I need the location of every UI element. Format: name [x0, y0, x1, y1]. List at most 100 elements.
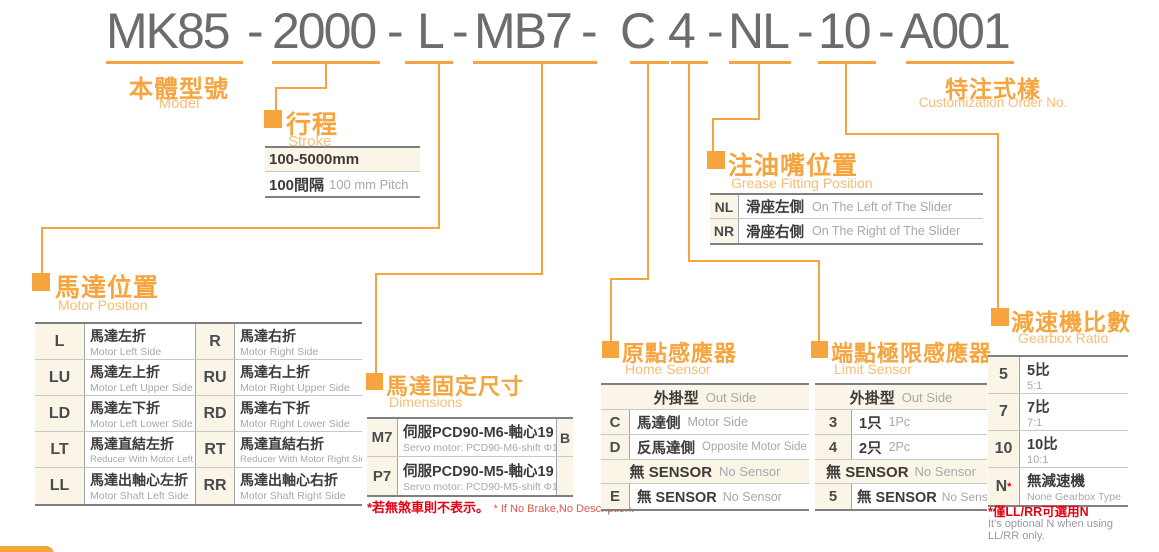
option-label-en: On The Left of The Slider	[812, 199, 952, 214]
option-label-zh: 2只	[859, 440, 882, 457]
section-bullet-icon	[707, 151, 725, 169]
table-row: 5 5比 5:1	[988, 357, 1128, 394]
connector-line	[275, 87, 277, 113]
model-code-segment: A001	[900, 3, 1011, 59]
stroke-range: 100-5000mm	[269, 151, 360, 168]
option-code: 7	[988, 394, 1020, 430]
option-code: M7	[367, 419, 398, 456]
segment-underline	[906, 61, 1014, 64]
grease-table: NL 滑座左側 On The Left of The Slider NR 滑座右側…	[710, 193, 983, 245]
group-label-zh: 無 SENSOR	[629, 464, 713, 481]
option-code: 5	[815, 484, 852, 509]
section-bullet-icon	[991, 308, 1009, 326]
table-row: 3 1只 1Pc	[815, 410, 987, 435]
segment-underline	[818, 61, 876, 64]
connector-line	[610, 278, 649, 280]
model-section-title-zh: 本體型號	[129, 76, 229, 103]
connector-line	[712, 118, 760, 120]
option-code: R	[195, 324, 235, 359]
table-row: 100-5000mm	[265, 148, 420, 172]
table-group-header: 外掛型 Out Side	[601, 385, 809, 410]
limit-sensor-section-title-zh: 端點極限感應器	[831, 341, 993, 366]
model-section-title-en: Model	[158, 95, 200, 112]
dimensions-table: M7 伺服PCD90-M6-軸心19 Servo motor: PCD90-M6-…	[367, 417, 573, 497]
limit-sensor-table: 外掛型 Out Side 3 1只 1Pc 4 2只 2Pc 無 SENSOR No…	[815, 383, 987, 511]
group-label-en: Out Side	[705, 389, 757, 405]
customization-section-title-zh: 特注式樣	[945, 76, 1041, 102]
option-label-zh: 10比	[1027, 436, 1058, 453]
option-label-en: 10:1	[1027, 453, 1049, 466]
option-label-zh: 滑座右側	[746, 224, 804, 241]
segment-underline	[473, 61, 597, 64]
table-group-header: 無 SENSOR No Sensor	[815, 460, 987, 484]
footnote-en: * If No Brake,No Description.	[493, 503, 635, 515]
option-label-zh: 反馬達側	[637, 440, 695, 457]
option-label-zh: 馬達直結右折	[240, 436, 324, 452]
gearbox-table: 5 5比 5:1 7 7比 7:1 10 10比 10:1 N * 無減速機 None G…	[988, 355, 1128, 507]
option-label-zh: 馬達右上折	[240, 363, 310, 380]
option-code: RU	[195, 360, 235, 395]
table-row: 100間隔 100 mm Pitch	[265, 172, 420, 196]
option-code: RT	[195, 432, 235, 467]
section-bullet-icon	[602, 341, 619, 358]
connector-line	[325, 61, 327, 89]
option-label-zh: 無減速機	[1027, 474, 1085, 490]
option-label-en: Reducer With Motor Right Side	[240, 454, 362, 465]
footnote-zh: *若無煞車則不表示。	[367, 500, 490, 515]
table-row: 5 無 SENSOR No Sensor	[815, 484, 987, 509]
connector-line	[41, 227, 43, 275]
table-row: LL 馬達出軸心左折 Motor Shaft Left Side RR 馬達出軸心…	[35, 468, 362, 504]
connector-line	[758, 61, 760, 120]
option-code: LT	[35, 432, 85, 467]
footnote-en: LL/RR only.	[988, 530, 1045, 542]
page-corner-tab	[0, 546, 54, 552]
table-row: M7 伺服PCD90-M6-軸心19 Servo motor: PCD90-M6-…	[367, 419, 573, 457]
section-bullet-icon	[811, 341, 828, 358]
option-label-zh: 伺服PCD90-M5-軸心19	[403, 463, 554, 480]
option-label-en: Motor Side	[687, 415, 748, 429]
table-row: LT 馬達直結左折 Reducer With Motor Left Side RT…	[35, 432, 362, 468]
segment-underline	[106, 61, 243, 64]
model-code-separator: -	[452, 3, 469, 59]
table-row: 4 2只 2Pc	[815, 435, 987, 460]
table-row: P7 伺服PCD90-M5-軸心19 Servo motor: PCD90-M5-…	[367, 457, 573, 495]
section-bullet-icon	[264, 110, 282, 128]
option-label-en: Motor Right Side	[240, 345, 319, 358]
option-label-en: Servo motor: PCD90-M6-shift Φ19mm	[403, 442, 556, 454]
model-code-segment: MB7	[474, 3, 573, 59]
table-row: LD 馬達左下折 Motor Left Lower Side RD 馬達右下折 Mo…	[35, 396, 362, 432]
table-row: NL 滑座左側 On The Left of The Slider	[710, 195, 983, 219]
table-row: E 無 SENSOR No Sensor	[601, 484, 809, 509]
option-label-en: Motor Shaft Left Side	[90, 490, 189, 502]
home-sensor-section-title-en: Home Sensor	[625, 361, 711, 377]
model-code-separator: -	[581, 3, 598, 59]
option-label-zh: 5比	[1027, 362, 1050, 379]
option-code: N *	[988, 468, 1020, 505]
option-code: NR	[710, 219, 739, 243]
segment-underline	[405, 61, 453, 64]
group-label-zh: 無 SENSOR	[826, 464, 909, 481]
connector-line	[438, 61, 440, 229]
option-code: LU	[35, 360, 85, 395]
option-label-zh: 馬達右下折	[240, 399, 310, 416]
home-sensor-section-title-zh: 原點感應器	[622, 341, 738, 366]
option-code: 4	[815, 435, 852, 459]
option-label-zh: 馬達左上折	[90, 363, 160, 380]
table-row: C 馬達側 Motor Side	[601, 410, 809, 435]
connector-line	[845, 133, 999, 135]
model-code-segment: C	[620, 3, 656, 59]
option-label-zh: 無 SENSOR	[637, 490, 717, 506]
group-label-en: Out Side	[901, 389, 953, 405]
grease-section-title-zh: 注油嘴位置	[728, 152, 859, 180]
option-label-en: None Gearbox Type	[1027, 491, 1121, 503]
model-code-separator: -	[707, 3, 724, 59]
group-label-en: No Sensor	[719, 464, 781, 479]
model-code-separator: -	[797, 3, 814, 59]
option-label-en: Servo motor: PCD90-M5-shift Φ19mm	[403, 480, 556, 493]
option-code: D	[601, 435, 630, 459]
option-label-en: 7:1	[1027, 416, 1043, 429]
connector-line	[541, 61, 543, 275]
motor-position-table: L 馬達左折 Motor Left Side R 馬達右折 Motor Right …	[35, 322, 362, 506]
option-label-zh: 1只	[859, 415, 882, 432]
